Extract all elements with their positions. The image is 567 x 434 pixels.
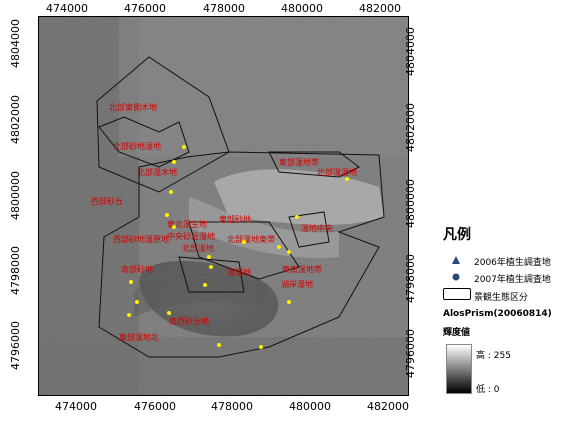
survey-point <box>287 250 291 254</box>
area-label: 東部湿地帯 <box>279 157 319 167</box>
survey-point <box>167 311 171 315</box>
survey-point <box>217 343 221 347</box>
area-label: 西部砂丘 <box>91 196 123 206</box>
area-label: 東南湿地帯 <box>282 264 322 274</box>
x-tick-bottom: 474000 <box>55 400 97 413</box>
x-tick-bottom: 478000 <box>211 400 253 413</box>
area-label: 南部砂地 <box>121 264 153 274</box>
y-tick-left: 4796000 <box>9 321 22 370</box>
x-tick-bottom: 476000 <box>134 400 176 413</box>
triangle-icon <box>452 256 460 264</box>
area-label: 西部砂地湿原地 <box>113 234 169 244</box>
x-tick-top: 476000 <box>124 2 166 15</box>
survey-point <box>207 255 211 259</box>
imagery-grain <box>39 17 408 395</box>
survey-point <box>209 265 213 269</box>
brightness-ramp <box>446 344 472 394</box>
survey-point <box>287 300 291 304</box>
survey-point <box>345 177 349 181</box>
area-label: 湿地中央 <box>301 223 333 233</box>
eco-zone-boundaries <box>96 56 385 358</box>
y-tick-left: 4800000 <box>9 171 22 220</box>
y-tick-left: 4802000 <box>9 95 22 144</box>
survey-point <box>129 280 133 284</box>
y-tick-right: 4798000 <box>404 254 417 303</box>
survey-points <box>127 145 349 349</box>
raster-field: 輝度値 <box>443 328 471 338</box>
x-tick-top: 480000 <box>281 2 323 15</box>
area-label: 北部東側木地 <box>109 102 157 112</box>
survey-point <box>169 190 173 194</box>
circle-icon <box>452 273 460 281</box>
box-icon <box>443 288 471 300</box>
legend-title: 凡例 <box>443 227 471 243</box>
x-tick-top: 478000 <box>203 2 245 15</box>
low-label: 低 : 0 <box>476 385 500 395</box>
survey-point <box>135 300 139 304</box>
y-tick-right: 4800000 <box>404 179 417 228</box>
y-tick-right: 4796000 <box>404 329 417 378</box>
area-label: 北部湿木地 <box>137 167 177 177</box>
y-tick-right: 4802000 <box>404 103 417 152</box>
y-tick-left: 4798000 <box>9 246 22 295</box>
survey-point <box>295 215 299 219</box>
high-label: 高 : 255 <box>476 351 511 361</box>
area-label: 北部湿湿地 <box>317 167 357 177</box>
area-label: 北部湿地東帯 <box>227 234 275 244</box>
map-frame[interactable]: 北部東側木地 北部砂地湿地 北部湿木地 西部砂丘 東部砂地 東部湿地帯 北部湿湿… <box>38 16 409 396</box>
y-tick-left: 4804000 <box>9 19 22 68</box>
area-label: 東部砂地 <box>219 214 251 224</box>
area-label: 中央砂丘湿地 <box>167 231 215 241</box>
survey-point <box>259 345 263 349</box>
area-labels: 北部東側木地 北部砂地湿地 北部湿木地 西部砂丘 東部砂地 東部湿地帯 北部湿湿… <box>91 102 357 342</box>
survey-point <box>277 245 281 249</box>
area-label: 東北湿生地 <box>167 219 207 229</box>
y-tick-right: 4804000 <box>404 27 417 76</box>
area-label: 北部砂地湿地 <box>113 141 161 151</box>
x-tick-bottom: 482000 <box>367 400 409 413</box>
x-tick-bottom: 480000 <box>289 400 331 413</box>
area-label: 北部湿地 <box>182 243 214 253</box>
survey-point <box>182 145 186 149</box>
survey-point <box>172 160 176 164</box>
legend-item-zones: 景観生態区分 <box>474 293 529 303</box>
legend-item-2007: 2007年植生調査地 <box>474 275 551 285</box>
x-tick-top: 474000 <box>46 2 88 15</box>
legend-item-2006: 2006年植生調査地 <box>474 258 551 268</box>
area-label: 湿湿地 <box>227 267 251 277</box>
survey-point <box>203 283 207 287</box>
survey-point <box>127 313 131 317</box>
survey-point <box>242 240 246 244</box>
area-label: 南西砂丘地 <box>169 316 209 326</box>
survey-point <box>172 225 176 229</box>
survey-point <box>165 213 169 217</box>
x-tick-top: 482000 <box>359 2 401 15</box>
raster-name: AlosPrism(20060814) <box>443 309 552 319</box>
area-label: 東部湿地北 <box>119 332 159 342</box>
satellite-map: 北部東側木地 北部砂地湿地 北部湿木地 西部砂丘 東部砂地 東部湿地帯 北部湿湿… <box>39 17 408 395</box>
area-label: 湖岸湿地 <box>281 279 313 289</box>
